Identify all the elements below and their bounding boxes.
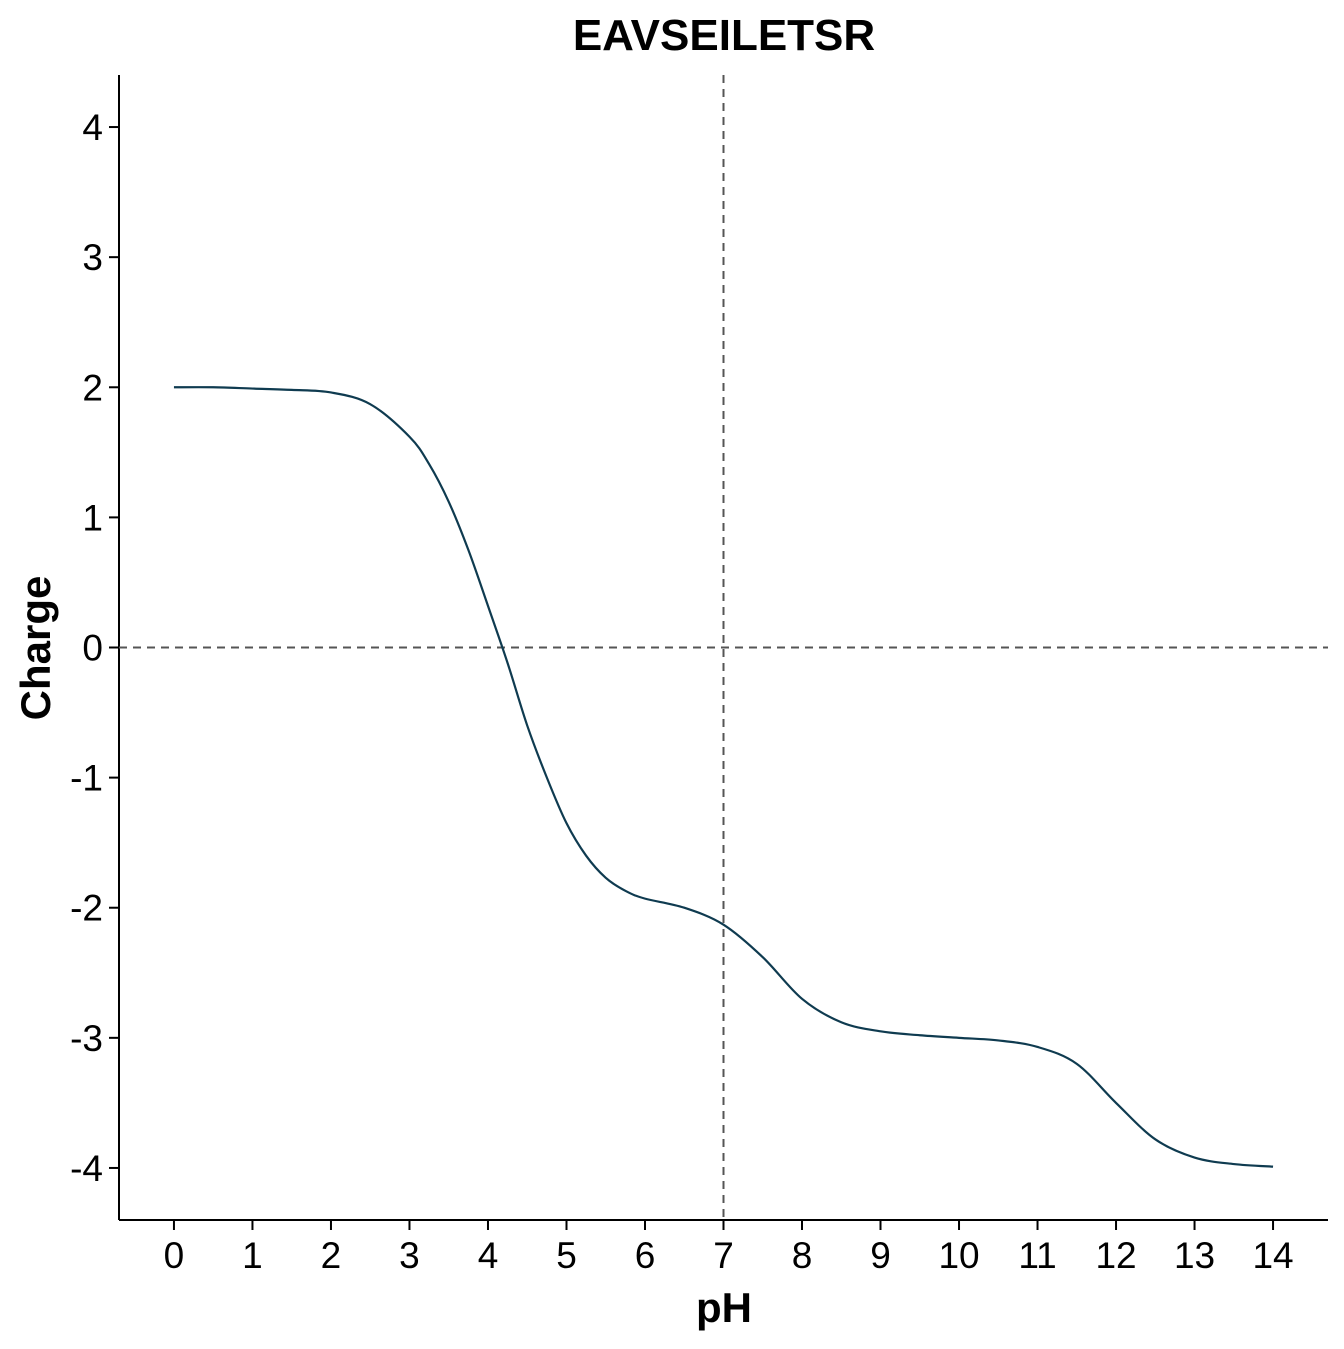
y-tick-label: -4 — [70, 1148, 103, 1189]
y-tick-label: 4 — [82, 107, 103, 148]
y-tick-label: 1 — [82, 497, 103, 538]
x-tick-label: 2 — [321, 1235, 342, 1276]
x-tick-label: 13 — [1174, 1235, 1215, 1276]
y-tick-label: 2 — [82, 367, 103, 408]
x-tick-label: 12 — [1095, 1235, 1136, 1276]
x-tick-label: 0 — [164, 1235, 185, 1276]
y-tick-label: -1 — [70, 758, 103, 799]
y-tick-label: 3 — [82, 237, 103, 278]
x-tick-label: 1 — [242, 1235, 263, 1276]
x-tick-label: 3 — [399, 1235, 420, 1276]
chart-title: EAVSEILETSR — [573, 11, 875, 60]
reference-lines — [119, 75, 1328, 1220]
x-tick-label: 9 — [870, 1235, 891, 1276]
y-axis-label: Charge — [12, 576, 59, 721]
x-tick-label: 10 — [938, 1235, 979, 1276]
y-axis-ticks: -4 -3 -2 -1 0 1 2 3 4 — [70, 107, 119, 1189]
x-tick-label: 6 — [635, 1235, 656, 1276]
x-tick-label: 14 — [1252, 1235, 1293, 1276]
x-tick-label: 11 — [1018, 1235, 1056, 1276]
x-tick-label: 8 — [792, 1235, 813, 1276]
y-tick-label: 0 — [82, 628, 103, 669]
charge-curve-line — [173, 386, 1274, 1168]
y-tick-label: -3 — [70, 1018, 103, 1059]
x-tick-label: 5 — [556, 1235, 577, 1276]
x-tick-label: 4 — [478, 1235, 499, 1276]
y-tick-label: -2 — [70, 888, 103, 929]
x-axis-label: pH — [696, 1284, 752, 1331]
series-layer — [173, 386, 1274, 1168]
x-tick-label: 7 — [713, 1235, 734, 1276]
x-axis-ticks: 0 1 2 3 4 5 6 7 8 9 10 11 12 13 14 — [164, 1220, 1294, 1276]
